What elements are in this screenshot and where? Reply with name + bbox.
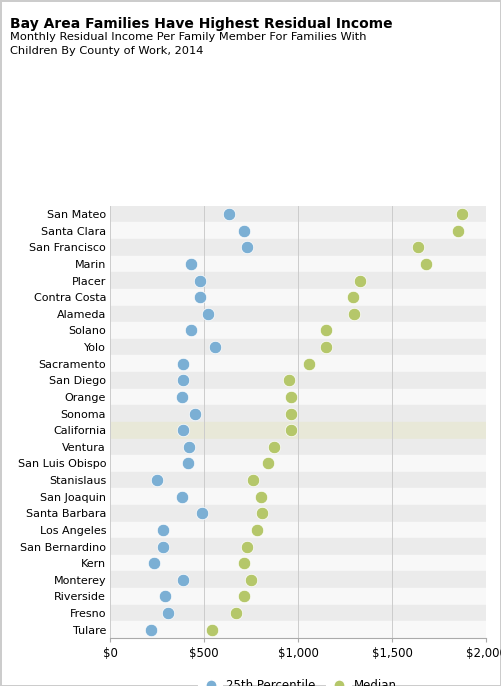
Bar	[110, 289, 486, 305]
Point	[454, 225, 462, 236]
Point	[349, 292, 357, 303]
Point	[239, 591, 247, 602]
Point	[350, 309, 358, 320]
Point	[356, 275, 364, 286]
Bar	[110, 605, 486, 622]
Bar	[110, 472, 486, 488]
Point	[457, 209, 465, 220]
Point	[207, 624, 215, 635]
Point	[249, 475, 257, 486]
Bar	[110, 622, 486, 638]
Point	[153, 475, 161, 486]
Bar	[110, 588, 486, 605]
Point	[191, 408, 199, 419]
Legend: 25th Percentile, Median: 25th Percentile, Median	[194, 674, 402, 686]
Bar	[110, 438, 486, 455]
Point	[150, 558, 158, 569]
Point	[243, 242, 252, 253]
Point	[179, 574, 187, 585]
Point	[185, 441, 193, 452]
Bar	[110, 521, 486, 539]
Bar	[110, 505, 486, 521]
Bar	[110, 206, 486, 222]
Text: Monthly Residual Income Per Family Member For Families With
Children By County o: Monthly Residual Income Per Family Membe…	[10, 32, 367, 56]
Point	[270, 441, 278, 452]
Point	[422, 259, 430, 270]
Point	[177, 491, 185, 502]
Point	[184, 458, 192, 469]
Point	[159, 524, 167, 535]
Point	[187, 259, 195, 270]
Bar	[110, 422, 486, 438]
Point	[211, 342, 219, 353]
Point	[147, 624, 155, 635]
Bar	[110, 455, 486, 472]
Bar	[110, 256, 486, 272]
Bar	[110, 571, 486, 588]
Bar	[110, 272, 486, 289]
Bar	[110, 539, 486, 555]
Point	[161, 591, 169, 602]
Point	[322, 325, 330, 336]
Text: Bay Area Families Have Highest Residual Income: Bay Area Families Have Highest Residual …	[10, 17, 393, 31]
Bar	[110, 555, 486, 571]
Bar	[110, 339, 486, 355]
Point	[224, 209, 232, 220]
Point	[287, 408, 295, 419]
Point	[287, 425, 295, 436]
Bar	[110, 389, 486, 405]
Point	[239, 558, 247, 569]
Point	[285, 375, 293, 386]
Point	[239, 225, 247, 236]
Point	[259, 508, 267, 519]
Point	[159, 541, 167, 552]
Point	[414, 242, 422, 253]
Point	[232, 608, 240, 619]
Point	[287, 392, 295, 403]
Point	[204, 309, 212, 320]
Point	[247, 574, 255, 585]
Point	[253, 524, 261, 535]
Point	[177, 392, 185, 403]
Bar	[110, 372, 486, 389]
Bar	[110, 322, 486, 339]
Point	[305, 358, 314, 369]
Point	[164, 608, 172, 619]
Point	[196, 275, 204, 286]
Bar	[110, 305, 486, 322]
Bar	[110, 405, 486, 422]
Point	[322, 342, 330, 353]
Point	[187, 325, 195, 336]
Bar	[110, 239, 486, 256]
Point	[179, 375, 187, 386]
Bar	[110, 222, 486, 239]
Bar	[110, 355, 486, 372]
Point	[196, 292, 204, 303]
Bar	[110, 488, 486, 505]
Point	[264, 458, 272, 469]
Point	[257, 491, 265, 502]
Point	[179, 358, 187, 369]
Point	[198, 508, 206, 519]
Point	[243, 541, 252, 552]
Point	[179, 425, 187, 436]
